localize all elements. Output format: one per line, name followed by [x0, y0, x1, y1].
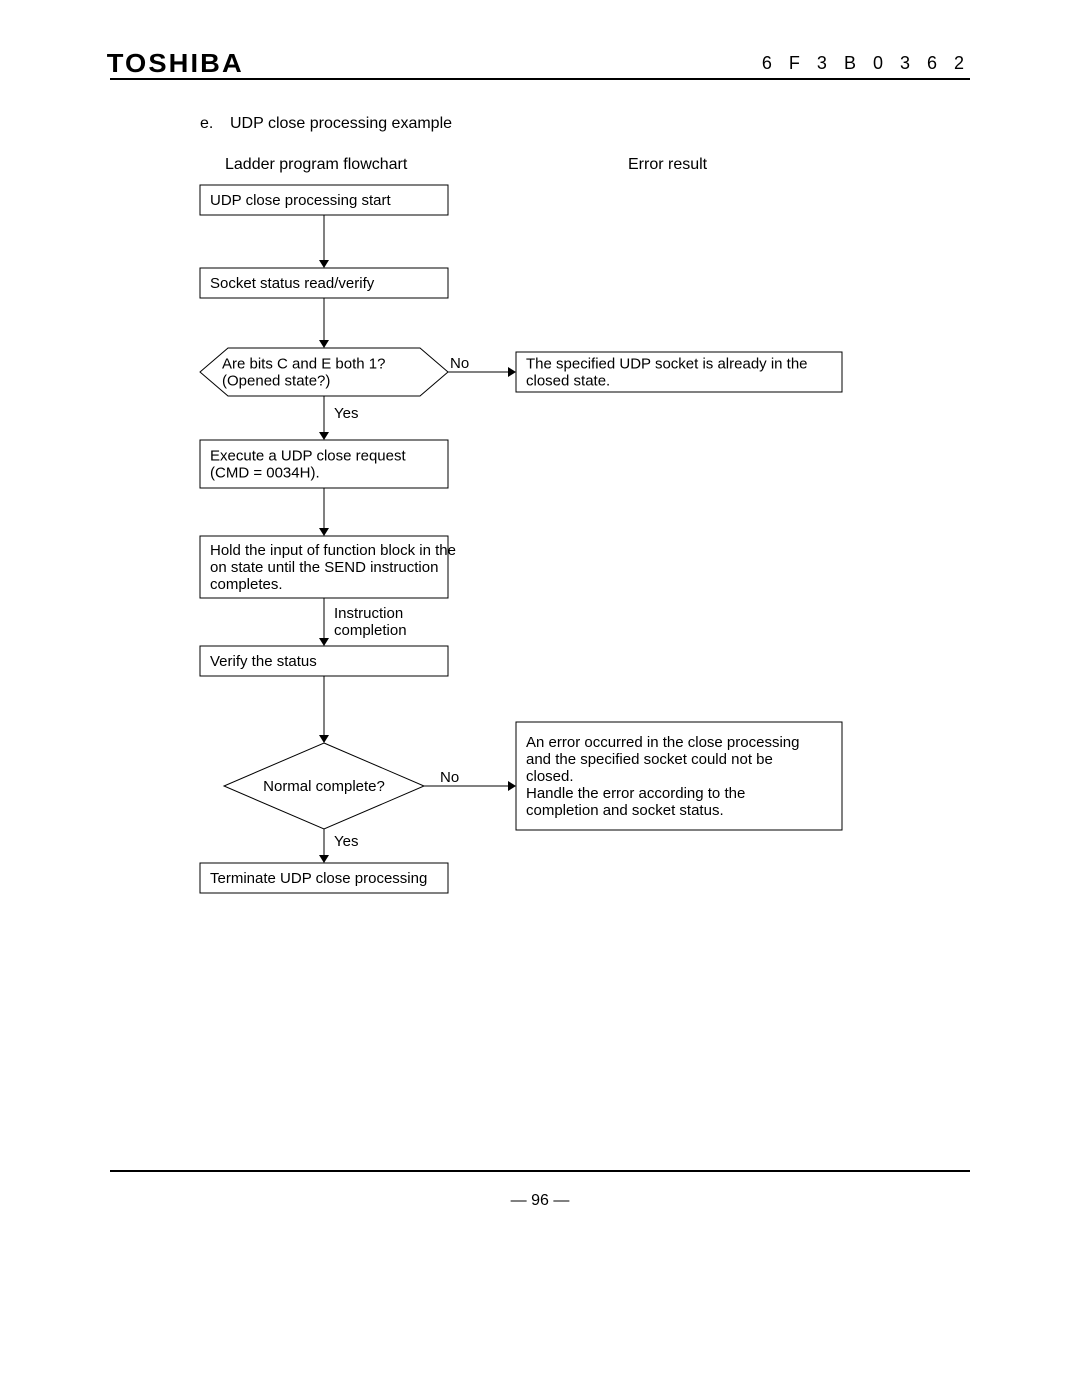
svg-text:Verify the status: Verify the status: [210, 653, 317, 670]
svg-text:Terminate UDP close processing: Terminate UDP close processing: [210, 870, 427, 887]
svg-text:The specified UDP socket is al: The specified UDP socket is already in t…: [526, 356, 808, 390]
svg-text:Yes: Yes: [334, 833, 358, 850]
svg-text:No: No: [450, 355, 469, 372]
svg-text:Yes: Yes: [334, 405, 358, 422]
document-page: TOSHIBA 6 F 3 B 0 3 6 2 e. UDP close pro…: [0, 0, 1080, 1397]
svg-text:No: No: [440, 769, 459, 786]
svg-text:Execute a UDP close request(CM: Execute a UDP close request(CMD = 0034H)…: [210, 448, 406, 482]
svg-text:An error occurred in the close: An error occurred in the close processin…: [526, 734, 799, 819]
flowchart-canvas: UDP close processing start Socket status …: [0, 0, 1080, 1397]
svg-text:Normal complete?: Normal complete?: [263, 778, 385, 795]
svg-text:Socket status read/verify: Socket status read/verify: [210, 275, 375, 292]
svg-text:Instructioncompletion: Instructioncompletion: [334, 605, 407, 639]
svg-text:Hold the input of function blo: Hold the input of function block in theo…: [210, 542, 456, 593]
footer-rule: [110, 1170, 970, 1172]
page-number: — 96 —: [0, 1192, 1080, 1210]
svg-text:Are bits C and E both 1?(Opene: Are bits C and E both 1?(Opened state?): [222, 356, 385, 390]
svg-text:UDP close processing start: UDP close processing start: [210, 192, 391, 209]
